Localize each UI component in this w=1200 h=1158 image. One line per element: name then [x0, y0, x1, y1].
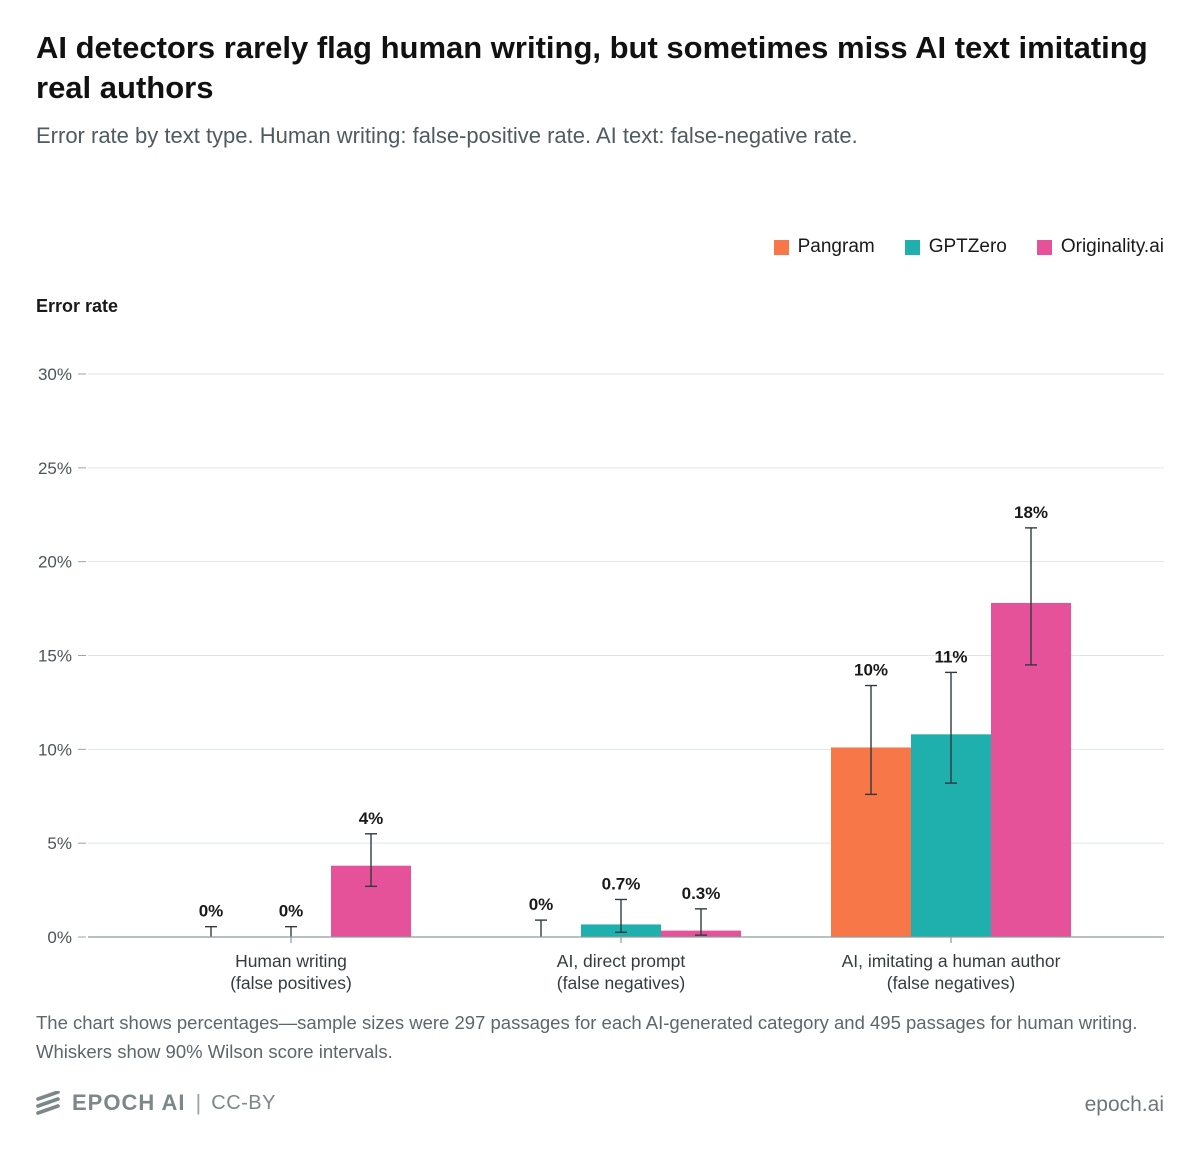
- legend-label-gptzero: GPTZero: [928, 236, 1007, 257]
- epoch-logo-icon: [36, 1091, 60, 1115]
- x-tick-label: Human writing: [235, 951, 347, 971]
- y-tick-label: 15%: [38, 647, 72, 666]
- y-tick-label: 10%: [38, 740, 72, 759]
- y-tick-label: 30%: [38, 365, 72, 384]
- license-label: CC-BY: [211, 1091, 276, 1114]
- legend-swatch-pangram: [773, 239, 789, 255]
- chart-note: The chart shows percentages—sample sizes…: [36, 1012, 1138, 1062]
- brand-name: EPOCH AI: [72, 1090, 186, 1115]
- x-tick-label: (false positives): [230, 973, 352, 993]
- legend-swatch-gptzero: [904, 239, 920, 255]
- y-tick-label: 5%: [47, 834, 72, 853]
- data-label: 0.3%: [682, 884, 721, 903]
- site-link[interactable]: epoch.ai: [1084, 1093, 1164, 1116]
- y-tick-label: 25%: [38, 459, 72, 478]
- data-label: 11%: [934, 647, 967, 666]
- x-tick-label: AI, direct prompt: [557, 951, 686, 971]
- data-label: 10%: [854, 661, 888, 680]
- chart-title: AI detectors rarely flag human writing, …: [36, 30, 1148, 105]
- bar-chart: 0% 5% 10% 15% 20% 25% 30% 0% 0% 4% 0% 0.7% 0.3% 10% 11…: [38, 365, 1164, 993]
- legend-swatch-originality: [1036, 239, 1052, 255]
- data-label: 0%: [279, 902, 304, 921]
- x-tick-label: (false negatives): [557, 973, 685, 993]
- legend-item-gptzero: GPTZero: [904, 236, 1007, 258]
- footer-branding: EPOCH AI | CC-BY: [36, 1090, 276, 1116]
- x-tick-label: AI, imitating a human author: [842, 951, 1061, 971]
- data-label: 4%: [359, 809, 384, 828]
- legend: Pangram GPTZero Originality.ai: [773, 236, 1164, 258]
- data-label: 0%: [529, 895, 554, 914]
- legend-item-pangram: Pangram: [773, 236, 875, 258]
- legend-label-pangram: Pangram: [797, 236, 875, 257]
- x-tick-label: (false negatives): [887, 973, 1015, 993]
- legend-item-originality: Originality.ai: [1036, 236, 1164, 258]
- y-tick-label: 0%: [47, 928, 72, 947]
- y-tick-label: 20%: [38, 553, 72, 572]
- data-label: 0%: [199, 902, 224, 921]
- footer-separator: |: [195, 1090, 202, 1115]
- data-label: 18%: [1014, 503, 1048, 522]
- y-axis-label: Error rate: [36, 296, 119, 316]
- legend-label-originality: Originality.ai: [1060, 236, 1164, 257]
- data-label: 0.7%: [602, 874, 641, 893]
- chart-subtitle: Error rate by text type. Human writing: …: [36, 123, 858, 148]
